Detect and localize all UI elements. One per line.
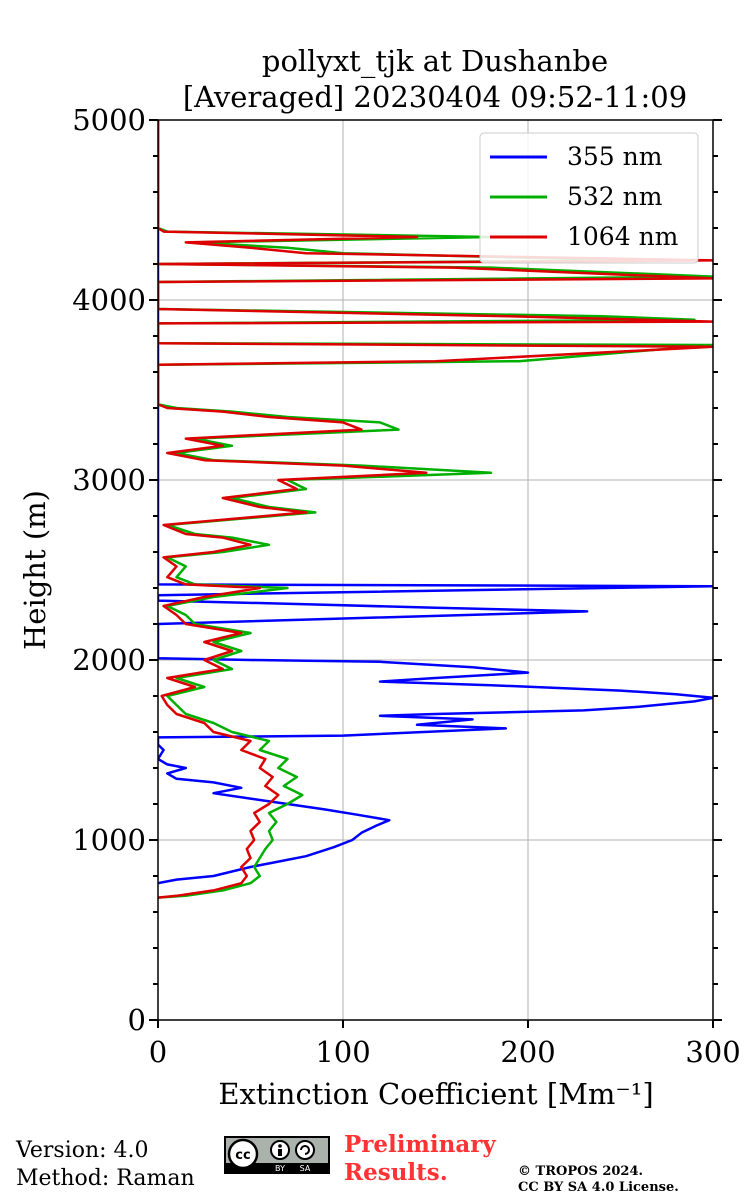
cc-logo-text: cc bbox=[235, 1148, 250, 1163]
y-tick-label-3000: 3000 bbox=[72, 463, 146, 497]
sa-icon bbox=[295, 1140, 315, 1160]
x-tick-label-200: 200 bbox=[500, 1035, 555, 1069]
y-tick-label-0: 0 bbox=[128, 1003, 146, 1037]
x-tick-label-300: 300 bbox=[685, 1035, 740, 1069]
copyright-note: © TROPOS 2024. CC BY SA 4.0 License. bbox=[518, 1164, 679, 1196]
series-line-355-nm bbox=[158, 120, 713, 885]
x-tick-label-0: 0 bbox=[149, 1035, 167, 1069]
y-tick-label-1000: 1000 bbox=[72, 823, 146, 857]
copyright-line1: © TROPOS 2024. bbox=[518, 1164, 644, 1179]
legend-label-532: 532 nm bbox=[567, 182, 663, 211]
series-lines bbox=[158, 120, 713, 899]
chart-subtitle: [Averaged] 20230404 09:52-11:09 bbox=[183, 80, 687, 114]
chart-title: pollyxt_tjk at Dushanbe bbox=[262, 44, 608, 79]
cc-license-badge[interactable]: cc BY SA bbox=[224, 1136, 330, 1174]
by-label: BY bbox=[275, 1164, 285, 1173]
legend-label-355: 355 nm bbox=[567, 142, 663, 171]
y-tick-label-4000: 4000 bbox=[72, 283, 146, 317]
y-tick-label-5000: 5000 bbox=[72, 103, 146, 137]
series-line-1064-nm bbox=[158, 120, 713, 899]
series-line-532-nm bbox=[158, 120, 713, 899]
version-text: Version: 4.0 bbox=[16, 1138, 149, 1163]
legend-box bbox=[479, 132, 699, 264]
y-tick-label-2000: 2000 bbox=[72, 643, 146, 677]
y-axis-label: Height (m) bbox=[18, 490, 52, 650]
x-tick-label-100: 100 bbox=[315, 1035, 370, 1069]
legend-label-1064: 1064 nm bbox=[567, 222, 679, 251]
plot-frame bbox=[157, 119, 714, 1021]
method-text: Method: Raman bbox=[16, 1166, 195, 1191]
x-axis-label: Extinction Coefficient [Mm⁻¹] bbox=[218, 1077, 653, 1111]
preliminary-line1: Preliminary bbox=[344, 1131, 496, 1158]
preliminary-line2: Results. bbox=[344, 1159, 448, 1186]
preliminary-results-note: Preliminary Results. bbox=[344, 1131, 496, 1187]
copyright-line2: CC BY SA 4.0 License. bbox=[518, 1180, 679, 1195]
sa-label: SA bbox=[300, 1164, 311, 1173]
legend: 355 nm 532 nm 1064 nm bbox=[479, 132, 699, 264]
